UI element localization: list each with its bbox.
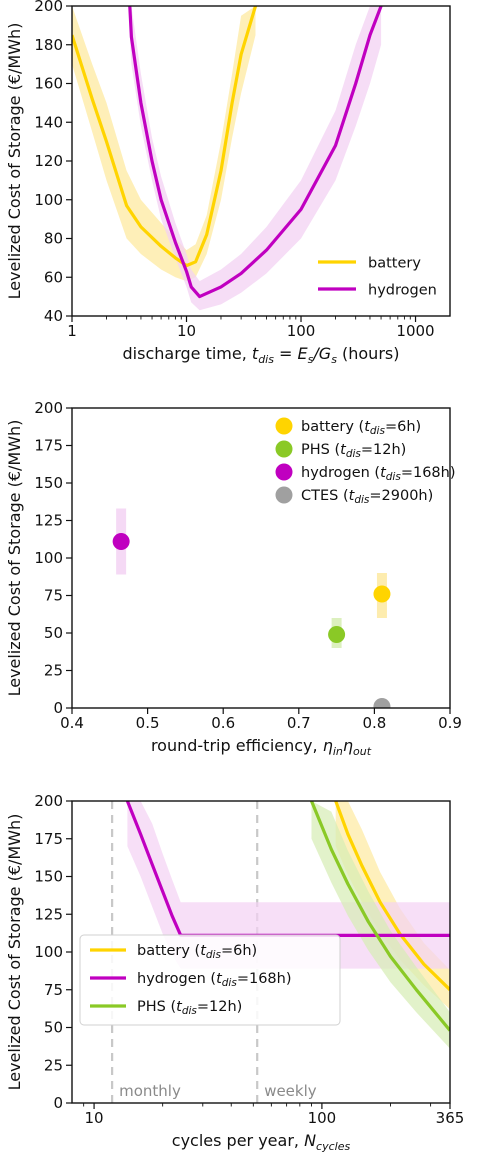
x-tick-label: 1	[67, 322, 77, 340]
x-tick-label: 100	[308, 1109, 337, 1127]
data-point-0	[373, 585, 391, 603]
y-tick-label: 125	[34, 512, 63, 530]
y-tick-label: 200	[34, 792, 63, 810]
x-tick-label: 365	[436, 1109, 465, 1127]
x-tick-label: 0.8	[362, 714, 386, 732]
y-tick-label: 180	[34, 36, 63, 54]
plot-area	[111, 801, 450, 1103]
x-tick-label: 10	[85, 1109, 104, 1127]
y-axis-label: Levelized Cost of Storage (€/MWh)	[5, 23, 24, 300]
x-tick-label: 0.5	[136, 714, 160, 732]
legend: battery hydrogen	[318, 256, 437, 299]
series-line-battery	[72, 6, 258, 268]
legend-marker-2	[275, 463, 293, 481]
reference-label-monthly: monthly	[119, 1082, 181, 1100]
data-point-3	[373, 698, 391, 708]
y-tick-label: 80	[44, 230, 63, 248]
plot-area	[112, 508, 391, 708]
x-tick-label: 0.9	[438, 714, 462, 732]
y-tick-label: 200	[34, 399, 63, 417]
y-tick-label: 125	[34, 905, 63, 923]
y-tick-label: 0	[53, 1094, 63, 1112]
chart-panel-discharge-time: 40 60 80 100 120 140 160 180 200 1 10 100 1000 Leveli…	[5, 0, 451, 366]
y-axis-label: Levelized Cost of Storage (€/MWh)	[5, 420, 24, 697]
legend-label-3: CTES (tdis=2900h)	[301, 488, 433, 506]
x-axis-label: round-trip efficiency, ηinηout	[151, 736, 372, 758]
y-tick-label: 100	[34, 943, 63, 961]
y-tick-label: 120	[34, 152, 63, 170]
y-tick-label: 100	[34, 549, 63, 567]
y-tick-label: 40	[44, 307, 63, 325]
plot-frame	[71, 5, 451, 317]
y-tick-label: 50	[44, 624, 63, 642]
legend-label-0: battery (tdis=6h)	[301, 419, 421, 437]
plot-area	[72, 6, 383, 311]
legend-label-1: PHS (tdis=12h)	[301, 442, 406, 460]
y-tick-label: 75	[44, 981, 63, 999]
chart-panel-round-trip-efficiency: 0 25 50 75 100 125 150 175 200 0.4 0.5 0.6 0.7 0.8 0.9…	[5, 399, 462, 758]
legend-label-1: hydrogen (tdis=168h)	[137, 971, 292, 989]
plot-frame	[71, 800, 451, 1104]
y-tick-label: 140	[34, 113, 63, 131]
y-tick-label: 160	[34, 75, 63, 93]
series-line-hydrogen	[128, 6, 383, 299]
series-line-2	[310, 801, 450, 1032]
x-tick-label: 0.6	[211, 714, 235, 732]
legend: battery (tdis=6h) hydrogen (tdis=168h) PHS…	[79, 934, 341, 1026]
y-tick-label: 25	[44, 1056, 63, 1074]
legend-label-hydrogen: hydrogen	[368, 283, 437, 299]
legend-box	[79, 934, 341, 1026]
y-tick-label: 100	[34, 191, 63, 209]
y-tick-label: 0	[53, 699, 63, 717]
x-axis-label: discharge time, tdis = Es/Gs (hours)	[123, 344, 400, 366]
uncertainty-band-hydrogen	[129, 6, 382, 311]
x-tick-label: 1000	[396, 322, 434, 340]
legend-label-2: PHS (tdis=12h)	[137, 999, 242, 1017]
x-tick-label: 100	[287, 322, 316, 340]
series-line-0	[334, 801, 450, 991]
y-tick-label: 175	[34, 830, 63, 848]
legend: battery (tdis=6h) PHS (tdis=12h) hydrogen …	[275, 417, 456, 506]
legend-marker-1	[275, 440, 293, 458]
y-tick-label: 75	[44, 587, 63, 605]
data-point-2	[112, 533, 130, 550]
y-tick-label: 50	[44, 1019, 63, 1037]
y-tick-label: 175	[34, 437, 63, 455]
x-axis-label: cycles per year, Ncycles	[172, 1131, 351, 1153]
data-point-1	[328, 626, 346, 643]
y-tick-label: 60	[44, 268, 63, 286]
reference-label-weekly: weekly	[264, 1082, 317, 1100]
y-tick-label: 150	[34, 474, 63, 492]
legend-marker-0	[275, 417, 293, 435]
legend-marker-3	[275, 486, 293, 504]
y-tick-label: 150	[34, 868, 63, 886]
legend-label-2: hydrogen (tdis=168h)	[301, 465, 456, 483]
uncertainty-band-battery	[72, 6, 256, 282]
x-tick-label: 0.7	[287, 714, 311, 732]
y-tick-label: 200	[34, 0, 63, 15]
y-tick-label: 25	[44, 662, 63, 680]
legend-label-battery: battery	[368, 256, 421, 272]
chart-panel-cycles-per-year: 0 25 50 75 100 125 150 175 200 10 100 365 Levelized …	[5, 792, 464, 1153]
x-tick-label: 10	[177, 322, 196, 340]
legend-label-0: battery (tdis=6h)	[137, 943, 257, 961]
y-axis-label: Levelized Cost of Storage (€/MWh)	[5, 814, 24, 1091]
x-tick-label: 0.4	[60, 714, 84, 732]
plot-frame	[71, 407, 451, 709]
